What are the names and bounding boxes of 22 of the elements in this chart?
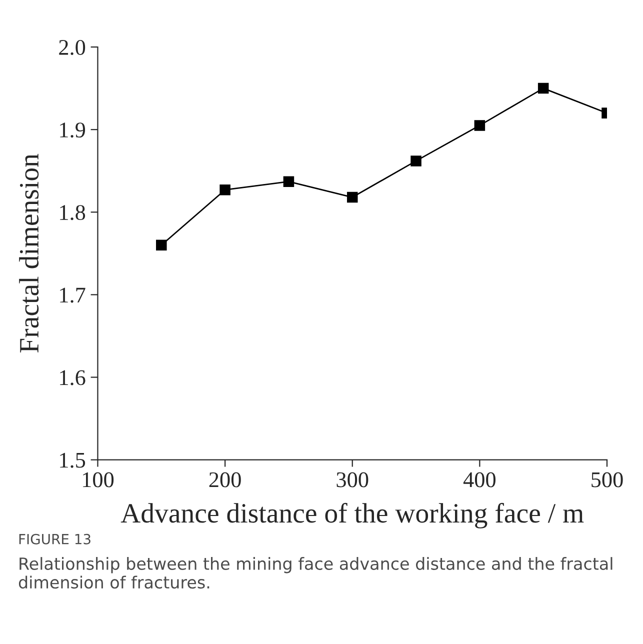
x-tick-label: 400 [463, 472, 496, 488]
point [410, 156, 422, 166]
x-axis-title: Advance distance of the working face / m [120, 502, 584, 528]
y-tick-label: 1.6 [60, 370, 86, 386]
y-tick-label: 2.0 [59, 40, 86, 56]
y-tick-label: 1.9 [60, 122, 86, 138]
y-tick-label: 1.7 [60, 288, 86, 303]
x-tick-label: 200 [209, 472, 241, 488]
point [220, 184, 230, 196]
y-tick-label: 1.5 [60, 452, 86, 468]
caption: FIGURE 13 [19, 534, 90, 544]
y-tick-label: 1.8 [60, 205, 86, 220]
point [538, 82, 549, 94]
x-tick-label: 500 [592, 472, 623, 488]
y-axis-title: Fractal dimension [19, 154, 39, 353]
x-tick-label: 100 [83, 472, 114, 488]
x-tick-label: 300 [336, 472, 368, 488]
point [474, 120, 486, 131]
point [346, 192, 358, 203]
text: Relationship between the mining face advance distance and the fractal dimension of fractures. [18, 557, 612, 589]
point [283, 176, 294, 187]
point [156, 240, 167, 251]
